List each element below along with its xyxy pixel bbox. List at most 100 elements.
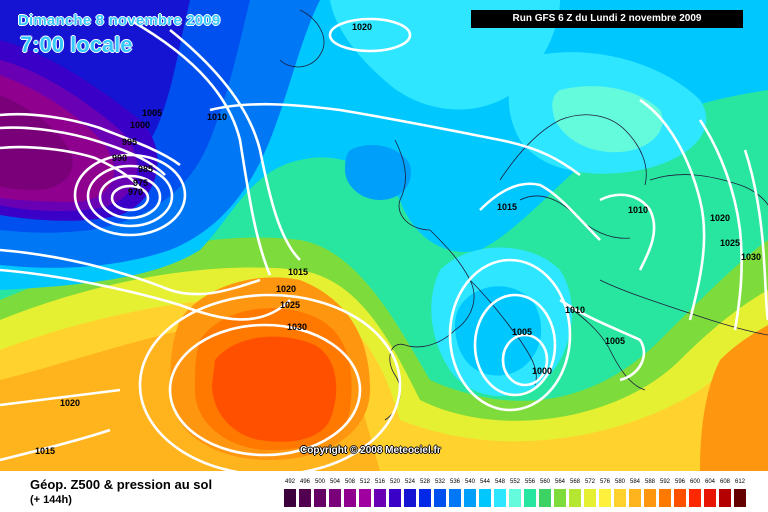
scale-swatch xyxy=(569,489,581,507)
scale-tick-label: 608 xyxy=(719,479,730,485)
isobar-975 xyxy=(110,184,150,212)
scale-swatch xyxy=(539,489,551,507)
scale-swatch xyxy=(284,489,296,507)
isobar-1030-east xyxy=(743,149,768,321)
scale-swatch xyxy=(509,489,521,507)
isobar-1015-south xyxy=(0,248,261,296)
scale-swatch xyxy=(554,489,566,507)
forecast-date: Dimanche 8 novembre 2009 xyxy=(18,12,221,29)
isobar-label: 1005 xyxy=(142,108,162,118)
scale-tick-label: 492 xyxy=(284,479,295,485)
scale-tick-label: 500 xyxy=(314,479,325,485)
scale-tick-label: 584 xyxy=(629,479,640,485)
scale-tick-label: 496 xyxy=(299,479,310,485)
isobar-1015-sw xyxy=(0,428,111,462)
scale-tick-label: 612 xyxy=(734,479,745,485)
isobar-label: 1015 xyxy=(35,446,55,456)
scale-tick-label: 600 xyxy=(689,479,700,485)
scale-swatch xyxy=(344,489,356,507)
geopotential-map: 1020 1005 1000 995 990 985 975 970 1010 … xyxy=(0,0,768,471)
isobar-label: 1020 xyxy=(60,398,80,408)
scale-swatch xyxy=(659,489,671,507)
legend-panel: Géop. Z500 & pression au sol (+ 144h) 49… xyxy=(0,471,768,512)
forecast-time: 7:00 locale xyxy=(20,32,133,57)
scale-swatch xyxy=(419,489,431,507)
legend-subtitle: (+ 144h) xyxy=(30,494,72,506)
scale-tick-label: 520 xyxy=(389,479,400,485)
isobar-1025-east xyxy=(698,119,743,331)
isobar-label: 975 xyxy=(133,178,148,188)
isobar-label: 990 xyxy=(112,153,127,163)
scale-tick-label: 576 xyxy=(599,479,610,485)
scale-swatch xyxy=(329,489,341,507)
scale-swatch xyxy=(404,489,416,507)
scale-swatch xyxy=(449,489,461,507)
isobar-label: 1030 xyxy=(741,252,761,262)
isobar-1000-west xyxy=(0,126,166,176)
scale-swatch xyxy=(464,489,476,507)
field-504 xyxy=(0,95,73,190)
scale-swatch xyxy=(614,489,626,507)
isobar-1030 xyxy=(168,323,362,457)
scale-tick-label: 588 xyxy=(644,479,655,485)
isobar-990 xyxy=(73,153,187,237)
isobar-label: 985 xyxy=(138,164,153,174)
isobar-label: 1005 xyxy=(605,336,625,346)
scale-tick-label: 604 xyxy=(704,479,715,485)
isobar-985 xyxy=(86,164,174,228)
scale-swatch xyxy=(299,489,311,507)
scale-swatch xyxy=(629,489,641,507)
isobar-label: 1020 xyxy=(276,284,296,294)
isobar-1020-south xyxy=(0,268,291,321)
isobar-label: 1010 xyxy=(565,305,585,315)
isobars xyxy=(0,17,768,471)
isobar-label: 1020 xyxy=(710,213,730,223)
scale-swatch xyxy=(674,489,686,507)
scale-tick-label: 536 xyxy=(449,479,460,485)
scale-tick-label: 556 xyxy=(524,479,535,485)
scale-swatch xyxy=(434,489,446,507)
scale-tick-label: 564 xyxy=(554,479,565,485)
scale-swatch xyxy=(479,489,491,507)
scale-swatch xyxy=(374,489,386,507)
field-east-588 xyxy=(700,325,768,471)
scale-swatch xyxy=(704,489,716,507)
isobar-label: 1000 xyxy=(532,366,552,376)
scale-swatch xyxy=(584,489,596,507)
field-552 xyxy=(552,86,663,153)
scale-tick-label: 504 xyxy=(329,479,340,485)
scale-swatch xyxy=(719,489,731,507)
scale-swatch xyxy=(314,489,326,507)
scale-tick-label: 572 xyxy=(584,479,595,485)
scale-tick-label: 592 xyxy=(659,479,670,485)
isobar-1010-north xyxy=(209,102,581,177)
isobar-label: 995 xyxy=(122,137,137,147)
scale-tick-label: 568 xyxy=(569,479,580,485)
scale-tick-label: 516 xyxy=(374,479,385,485)
isobar-label: 970 xyxy=(128,187,143,197)
isobar-label: 1005 xyxy=(512,327,532,337)
isobar-1020-sw xyxy=(0,388,121,407)
scale-tick-label: 508 xyxy=(344,479,355,485)
model-run-label: Run GFS 6 Z du Lundi 2 novembre 2009 xyxy=(471,10,743,28)
scale-tick-label: 532 xyxy=(434,479,445,485)
scale-swatch xyxy=(734,489,746,507)
scale-tick-label: 544 xyxy=(479,479,490,485)
scale-tick-label: 596 xyxy=(674,479,685,485)
scale-tick-label: 512 xyxy=(359,479,370,485)
isobar-1015-central xyxy=(479,182,601,241)
isobar-label: 1015 xyxy=(288,267,308,277)
color-scale: 492 496 500 504 508 512 516 520 524 528 532 536 540 5… xyxy=(284,479,752,507)
isobar-label: 1020 xyxy=(352,22,372,32)
scale-tick-label: 540 xyxy=(464,479,475,485)
scale-swatch xyxy=(689,489,701,507)
isobar-980 xyxy=(98,174,162,220)
isobar-1005-italy xyxy=(473,293,557,397)
isobar-1025 xyxy=(138,293,402,471)
scale-swatch xyxy=(359,489,371,507)
scale-swatch xyxy=(599,489,611,507)
isobar-1020-east xyxy=(639,98,706,321)
field-540 xyxy=(345,145,411,200)
isobar-label: 1010 xyxy=(628,205,648,215)
